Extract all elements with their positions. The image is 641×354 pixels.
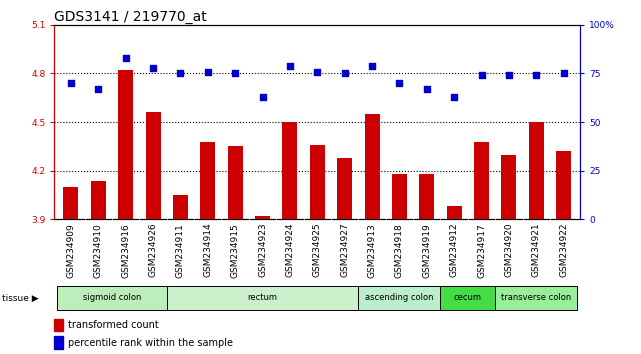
Point	[93, 86, 103, 92]
Bar	[447, 206, 462, 219]
Text: cecum: cecum	[454, 293, 482, 302]
Bar	[118, 70, 133, 219]
Text: GDS3141 / 219770_at: GDS3141 / 219770_at	[54, 10, 207, 24]
Bar	[57, 286, 167, 310]
Text: GSM234909: GSM234909	[67, 223, 76, 278]
Bar	[501, 155, 517, 219]
Point	[148, 65, 158, 70]
Bar	[440, 286, 495, 310]
Text: GSM234922: GSM234922	[559, 223, 568, 277]
Point	[558, 70, 569, 76]
Bar	[91, 181, 106, 219]
Point	[367, 63, 377, 68]
Bar	[310, 145, 325, 219]
Bar	[392, 174, 407, 219]
Text: GSM234915: GSM234915	[231, 223, 240, 278]
Point	[121, 55, 131, 61]
Bar	[474, 142, 489, 219]
Text: GSM234924: GSM234924	[285, 223, 294, 277]
Bar	[365, 114, 379, 219]
Point	[504, 73, 514, 78]
Text: sigmoid colon: sigmoid colon	[83, 293, 141, 302]
Text: GSM234919: GSM234919	[422, 223, 431, 278]
Text: percentile rank within the sample: percentile rank within the sample	[68, 338, 233, 348]
Text: transformed count: transformed count	[68, 320, 158, 330]
Point	[340, 70, 350, 76]
Text: ascending colon: ascending colon	[365, 293, 434, 302]
Point	[312, 69, 322, 74]
Bar	[419, 174, 435, 219]
Bar	[167, 286, 358, 310]
Point	[422, 86, 432, 92]
Bar	[54, 336, 63, 349]
Text: rectum: rectum	[247, 293, 278, 302]
Bar	[63, 187, 78, 219]
Text: GSM234916: GSM234916	[121, 223, 130, 278]
Text: GSM234914: GSM234914	[203, 223, 212, 278]
Bar	[337, 158, 352, 219]
Text: GSM234921: GSM234921	[532, 223, 541, 278]
Text: GSM234926: GSM234926	[149, 223, 158, 278]
Bar	[495, 286, 578, 310]
Text: GSM234912: GSM234912	[450, 223, 459, 278]
Text: GSM234927: GSM234927	[340, 223, 349, 278]
Bar	[283, 122, 297, 219]
Bar	[146, 112, 160, 219]
Text: GSM234918: GSM234918	[395, 223, 404, 278]
Text: GSM234920: GSM234920	[504, 223, 513, 278]
Point	[175, 70, 185, 76]
Bar	[255, 216, 270, 219]
Text: GSM234925: GSM234925	[313, 223, 322, 278]
Text: GSM234913: GSM234913	[367, 223, 376, 278]
Point	[258, 94, 268, 99]
Text: GSM234923: GSM234923	[258, 223, 267, 278]
Bar	[54, 319, 63, 331]
Text: GSM234917: GSM234917	[477, 223, 486, 278]
Point	[394, 80, 404, 86]
Bar	[556, 151, 571, 219]
Bar	[173, 195, 188, 219]
Text: tissue ▶: tissue ▶	[2, 294, 38, 303]
Text: GSM234910: GSM234910	[94, 223, 103, 278]
Point	[531, 73, 542, 78]
Point	[285, 63, 295, 68]
Point	[203, 69, 213, 74]
Bar	[529, 122, 544, 219]
Point	[476, 73, 487, 78]
Bar	[228, 147, 243, 219]
Bar	[200, 142, 215, 219]
Point	[230, 70, 240, 76]
Point	[449, 94, 460, 99]
Point	[66, 80, 76, 86]
Text: transverse colon: transverse colon	[501, 293, 571, 302]
Text: GSM234911: GSM234911	[176, 223, 185, 278]
Bar	[358, 286, 440, 310]
